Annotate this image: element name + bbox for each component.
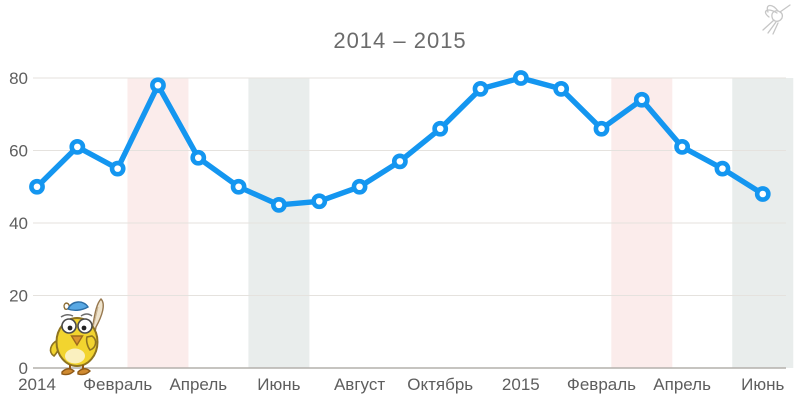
x-tick-label: Июнь (741, 375, 784, 394)
chick-boot-left (61, 368, 76, 376)
x-tick-label: Апрель (169, 375, 227, 394)
x-tick-label: 2014 (18, 375, 56, 394)
chick-right-wing (85, 335, 97, 351)
data-point-marker (754, 186, 771, 202)
chick-mascot-icon (49, 298, 104, 376)
chick-boot-right (77, 368, 92, 376)
data-point-marker (714, 160, 731, 177)
x-tick-label: Февраль (567, 375, 636, 394)
x-tick-label: Апрель (653, 375, 711, 394)
data-point-marker (432, 120, 449, 137)
y-tick-label: 60 (9, 142, 28, 161)
data-point-marker (311, 193, 328, 210)
data-point-marker (391, 153, 408, 170)
data-point-marker (29, 178, 45, 195)
data-point-marker (69, 138, 86, 155)
y-tick-label: 40 (9, 214, 28, 233)
y-tick-label: 80 (9, 69, 28, 88)
data-point-marker (271, 196, 287, 213)
data-point-marker (472, 80, 489, 97)
chick-beak (70, 335, 84, 347)
data-point-marker (150, 77, 166, 94)
data-point-marker (190, 149, 207, 166)
data-point-marker (230, 178, 247, 195)
x-tick-label: 2015 (502, 375, 540, 394)
data-point-marker (593, 120, 610, 137)
data-point-marker (674, 138, 691, 155)
hummingbird-logo-icon (762, 4, 791, 35)
data-point-marker (109, 160, 126, 177)
chick-cap (67, 301, 89, 312)
y-tick-label: 0 (19, 359, 28, 378)
x-tick-label: Июнь (257, 375, 300, 394)
x-tick-label: Февраль (83, 375, 152, 394)
data-point-marker (351, 178, 368, 195)
data-point-marker (633, 91, 650, 108)
data-point-marker (512, 70, 529, 86)
x-tick-label: Октябрь (407, 375, 473, 394)
y-tick-label: 20 (9, 287, 28, 306)
chart-title: 2014 – 2015 (333, 28, 467, 53)
x-tick-label: Август (334, 375, 385, 394)
data-point-marker (553, 80, 570, 97)
